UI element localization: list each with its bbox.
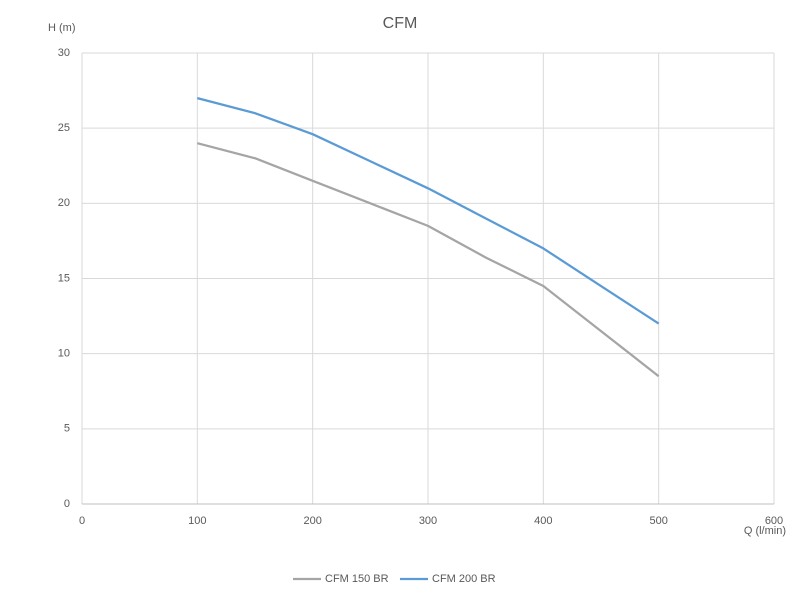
y-tick-label: 30 bbox=[58, 47, 70, 59]
y-tick-label: 10 bbox=[58, 348, 70, 360]
x-tick-label: 100 bbox=[188, 515, 206, 527]
data-line bbox=[197, 142, 660, 378]
y-axis-label: H (m) bbox=[48, 22, 76, 34]
legend-label: CFM 150 BR bbox=[325, 573, 389, 585]
y-tick-label: 20 bbox=[58, 197, 70, 209]
x-tick-label: 600 bbox=[765, 515, 783, 527]
x-tick-label: 500 bbox=[649, 515, 667, 527]
y-tick-label: 25 bbox=[58, 122, 70, 134]
x-axis-label: Q (l/min) bbox=[744, 525, 786, 537]
y-tick-label: 0 bbox=[64, 498, 70, 510]
y-tick-label: 15 bbox=[58, 272, 70, 284]
x-tick-label: 300 bbox=[419, 515, 437, 527]
x-tick-label: 400 bbox=[534, 515, 552, 527]
legend-label: CFM 200 BR bbox=[432, 573, 496, 585]
data-line bbox=[197, 97, 660, 325]
chart-title: CFM bbox=[383, 15, 418, 32]
x-tick-label: 200 bbox=[303, 515, 321, 527]
y-tick-label: 5 bbox=[64, 423, 70, 435]
x-tick-label: 0 bbox=[79, 515, 85, 527]
